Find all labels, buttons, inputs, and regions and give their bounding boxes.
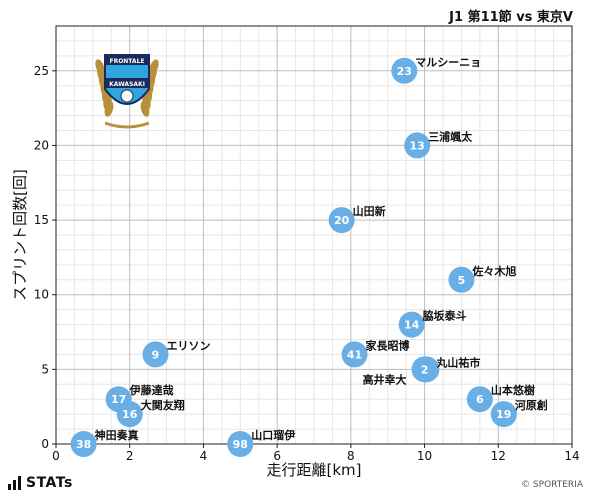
point-marker [142,341,169,368]
point-marker [404,132,431,159]
point-label: 高井幸大 [363,372,407,386]
x-axis-label: 走行距離[km] [266,461,361,479]
point-marker [70,431,97,457]
x-tick-label: 12 [491,449,506,463]
point-marker [411,356,438,383]
point-label: 丸山祐市 [435,355,480,369]
point-number: 5 [458,274,466,287]
point-label: エリソン [167,339,211,352]
point-number: 17 [111,393,126,406]
point-marker [328,207,355,234]
point-marker [448,266,475,293]
data-point: 19 河原創 [490,398,548,428]
point-marker [391,57,418,84]
point-marker [341,341,368,368]
svg-text:FRONTALE: FRONTALE [109,58,144,65]
point-label: 河原創 [515,398,548,412]
point-label: 神田奏真 [95,428,139,442]
point-label: 山口瑠伊 [251,428,295,442]
y-tick-label: 5 [41,362,49,376]
y-axis-ticks: 0 5 10 15 20 25 [34,64,56,451]
point-number: 98 [233,438,248,451]
point-marker [466,386,493,413]
x-tick-label: 2 [126,449,134,463]
x-tick-label: 8 [347,449,355,463]
point-label: マルシーニョ [415,56,481,69]
point-label: 脇坂泰斗 [423,309,467,323]
stats-label: STATs [26,475,73,491]
point-number: 2 [421,363,429,376]
point-number: 14 [404,319,420,332]
x-tick-label: 0 [52,449,60,463]
point-marker [490,401,517,428]
match-title: J1 第11節 vs 東京V [449,10,573,25]
point-label: 大関友翔 [141,398,185,412]
point-marker [227,431,254,457]
x-axis-ticks: 0 2 4 6 8 10 12 14 [52,444,580,463]
y-axis-label: スプリント回数[回] [11,169,29,301]
x-tick-label: 6 [273,449,281,463]
point-number: 9 [152,348,160,361]
y-tick-label: 10 [34,288,49,302]
point-marker [116,401,143,428]
y-tick-label: 15 [34,213,49,227]
y-tick-label: 25 [34,64,49,78]
plot-frame [55,25,573,445]
point-number: 23 [397,65,412,78]
x-tick-label: 14 [564,449,579,463]
data-point: 41 家長昭博 [341,338,410,368]
point-number: 20 [334,214,350,227]
y-tick-label: 20 [34,138,49,152]
data-point: 38 神田奏真 [70,428,139,457]
point-number: 38 [76,438,91,451]
stats-bars-icon [8,476,21,490]
point-label: 佐々木旭 [471,264,516,278]
point-label: 山本悠樹 [491,383,535,397]
y-tick-label: 0 [41,437,49,451]
x-tick-label: 10 [417,449,432,463]
x-tick-label: 4 [200,449,208,463]
svg-text:KAWASAKI: KAWASAKI [109,81,145,88]
data-point: 2 高井幸大 [363,356,438,386]
data-point: 6 山本悠樹 [466,383,535,413]
point-number: 19 [496,408,511,421]
data-point: 5 佐々木旭 [448,264,516,293]
point-label: 家長昭博 [366,338,410,352]
point-number: 13 [410,139,425,152]
point-number: 6 [476,393,484,406]
point-label: 山田新 [353,204,386,218]
copyright: © SPORTERIA [521,480,583,490]
point-label: 伊藤達哉 [129,383,174,397]
point-number: 16 [122,408,138,421]
stats-logo: STATs [8,474,73,492]
point-label: 三浦颯太 [428,129,473,143]
kawasaki-frontale-crest-icon: FRONTALE KAWASAKI [95,54,159,129]
point-number: 41 [347,348,362,361]
point-marker [398,311,425,338]
data-point: 9 エリソン [142,339,211,368]
